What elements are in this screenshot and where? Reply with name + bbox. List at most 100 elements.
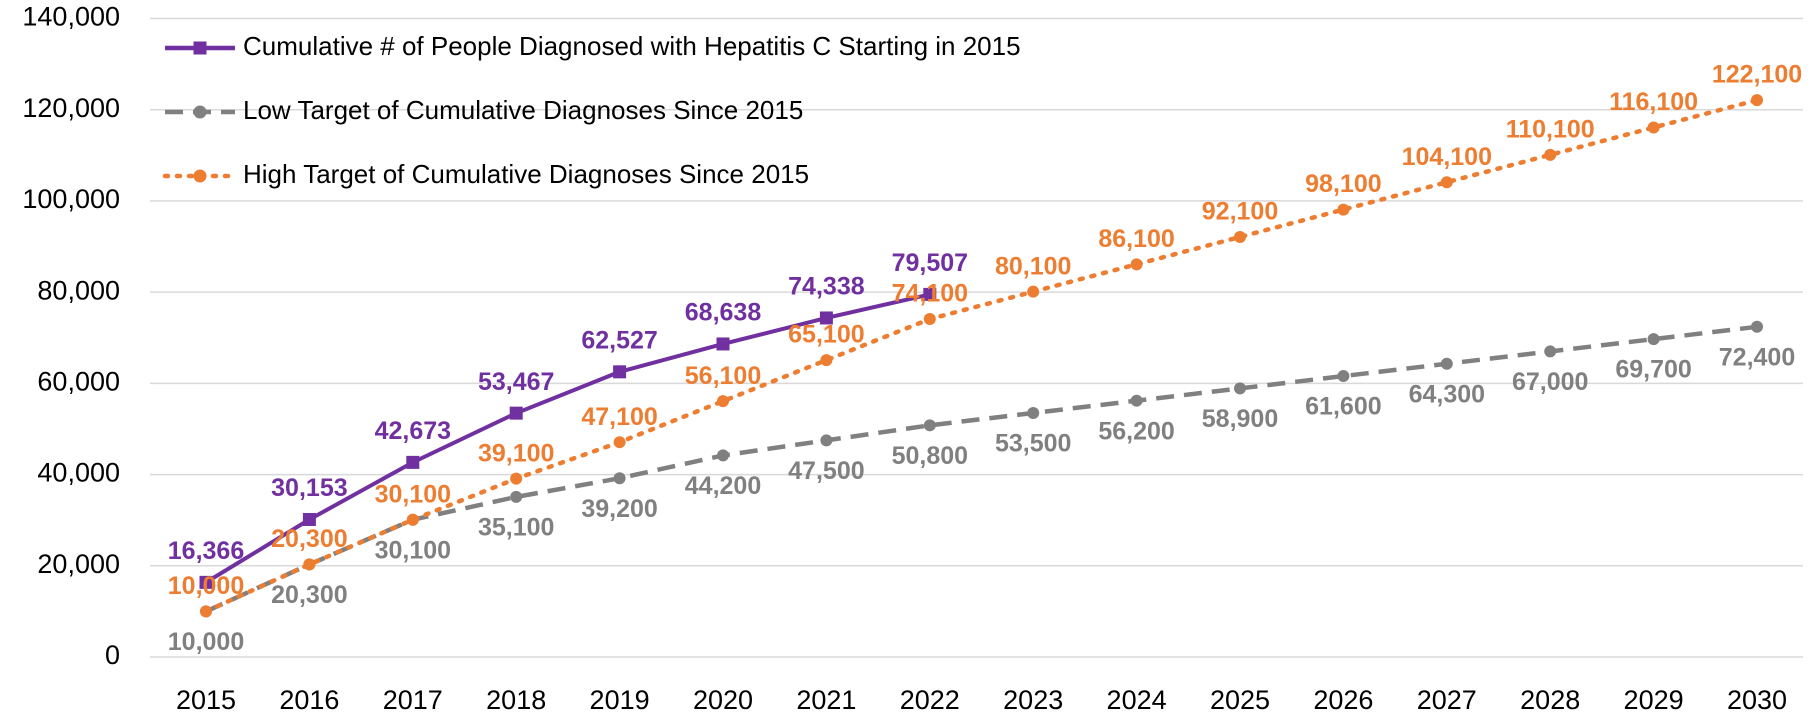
y-tick-label: 20,000 bbox=[37, 549, 120, 579]
data-label: 56,200 bbox=[1098, 417, 1174, 445]
point bbox=[613, 436, 626, 449]
data-label: 20,300 bbox=[271, 525, 347, 553]
point bbox=[1544, 345, 1557, 358]
x-tick-label: 2027 bbox=[1417, 685, 1477, 715]
data-label: 74,338 bbox=[788, 273, 865, 301]
legend-marker bbox=[193, 105, 207, 119]
data-label: 72,400 bbox=[1719, 343, 1795, 371]
data-label: 104,100 bbox=[1402, 143, 1492, 171]
point bbox=[1234, 230, 1246, 243]
x-tick-label: 2029 bbox=[1624, 685, 1684, 715]
data-label: 67,000 bbox=[1512, 368, 1588, 396]
data-label: 64,300 bbox=[1409, 380, 1485, 408]
y-tick-label: 80,000 bbox=[37, 275, 120, 305]
data-label: 47,100 bbox=[581, 403, 657, 431]
x-tick-label: 2018 bbox=[486, 685, 546, 715]
x-tick-label: 2015 bbox=[176, 685, 236, 715]
data-label: 44,200 bbox=[685, 472, 761, 500]
x-tick-label: 2020 bbox=[693, 685, 753, 715]
data-label: 58,900 bbox=[1202, 405, 1278, 433]
series-line bbox=[203, 97, 1760, 614]
y-tick-label: 0 bbox=[105, 640, 120, 670]
data-label: 47,500 bbox=[788, 457, 864, 485]
legend-label: Low Target of Cumulative Diagnoses Since… bbox=[243, 95, 803, 125]
point bbox=[923, 287, 937, 301]
point bbox=[510, 472, 523, 485]
point bbox=[1440, 176, 1453, 189]
x-tick-label: 2021 bbox=[796, 685, 856, 715]
point bbox=[302, 512, 316, 526]
y-tick-label: 60,000 bbox=[37, 366, 120, 396]
data-label: 10,000 bbox=[168, 628, 244, 656]
legend-label: Cumulative # of People Diagnosed with He… bbox=[243, 31, 1021, 61]
point bbox=[1027, 285, 1040, 298]
x-tick-label: 2024 bbox=[1107, 685, 1167, 715]
data-label: 35,100 bbox=[478, 514, 554, 542]
x-tick-label: 2026 bbox=[1313, 685, 1373, 715]
point bbox=[613, 472, 626, 485]
point bbox=[1751, 320, 1763, 333]
legend-marker bbox=[193, 169, 207, 183]
data-label: 10,000 bbox=[168, 572, 244, 600]
point bbox=[923, 313, 936, 326]
point bbox=[716, 337, 730, 351]
point bbox=[1647, 121, 1660, 134]
x-tick-label: 2022 bbox=[900, 685, 960, 715]
legend-marker bbox=[193, 41, 207, 55]
data-label: 16,366 bbox=[168, 537, 244, 565]
point bbox=[923, 419, 936, 432]
point bbox=[1027, 407, 1040, 420]
data-label: 122,100 bbox=[1712, 61, 1802, 89]
x-tick-label: 2019 bbox=[590, 685, 650, 715]
data-label: 39,100 bbox=[478, 439, 554, 467]
point bbox=[200, 605, 212, 618]
point bbox=[1130, 258, 1143, 271]
data-label: 56,100 bbox=[685, 362, 761, 390]
data-label: 30,100 bbox=[375, 536, 451, 564]
point bbox=[1130, 394, 1143, 407]
data-label: 69,700 bbox=[1615, 356, 1691, 384]
x-tick-label: 2025 bbox=[1210, 685, 1270, 715]
data-label: 53,500 bbox=[995, 430, 1071, 458]
data-label: 98,100 bbox=[1305, 170, 1381, 198]
point bbox=[820, 354, 833, 367]
data-label: 74,100 bbox=[892, 280, 968, 308]
data-label: 61,600 bbox=[1305, 393, 1381, 421]
y-tick-label: 120,000 bbox=[22, 93, 120, 123]
data-label: 79,507 bbox=[892, 249, 968, 277]
point bbox=[613, 365, 627, 379]
data-label: 92,100 bbox=[1202, 198, 1278, 226]
point bbox=[510, 490, 523, 503]
x-tick-label: 2017 bbox=[383, 685, 443, 715]
series-line bbox=[205, 324, 1758, 614]
series-line bbox=[204, 292, 931, 585]
data-label: 62,527 bbox=[581, 326, 657, 354]
point bbox=[1234, 382, 1246, 395]
data-label: 110,100 bbox=[1506, 115, 1595, 143]
point bbox=[1647, 333, 1660, 346]
x-tick-label: 2028 bbox=[1520, 685, 1580, 715]
point bbox=[1751, 94, 1763, 107]
point bbox=[406, 455, 420, 469]
point bbox=[717, 395, 729, 408]
point bbox=[1337, 203, 1350, 216]
data-label: 116,100 bbox=[1609, 88, 1698, 116]
data-label: 68,638 bbox=[685, 299, 762, 327]
data-label: 39,200 bbox=[581, 495, 657, 523]
point bbox=[1337, 370, 1350, 383]
point bbox=[1440, 357, 1453, 370]
data-label: 65,100 bbox=[788, 321, 864, 349]
point bbox=[406, 513, 419, 526]
y-tick-label: 40,000 bbox=[37, 458, 120, 488]
legend-label: High Target of Cumulative Diagnoses Sinc… bbox=[243, 159, 809, 189]
data-label: 20,300 bbox=[271, 581, 347, 609]
x-tick-label: 2023 bbox=[1003, 685, 1063, 715]
data-label: 50,800 bbox=[892, 442, 968, 470]
y-tick-label: 100,000 bbox=[22, 184, 120, 214]
point bbox=[199, 575, 213, 589]
point bbox=[820, 434, 833, 447]
data-label: 30,153 bbox=[271, 474, 347, 502]
data-label: 86,100 bbox=[1098, 225, 1174, 253]
x-tick-label: 2016 bbox=[279, 685, 339, 715]
